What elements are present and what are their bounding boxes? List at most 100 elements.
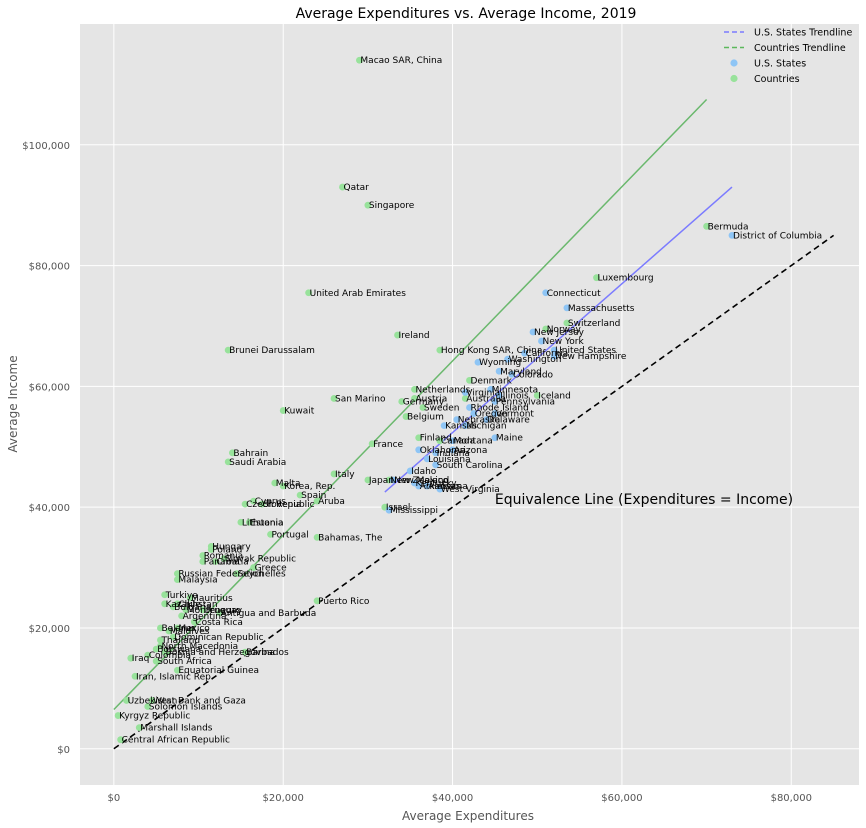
point-louisiana <box>423 455 431 463</box>
label-south-africa: South Africa <box>157 657 212 667</box>
legend-label: U.S. States Trendline <box>754 28 852 39</box>
y-tick-label: $40,000 <box>29 503 70 514</box>
point-california <box>521 349 528 357</box>
point-japan <box>364 476 372 484</box>
point-thailand <box>157 636 164 644</box>
label-south-carolina: South Carolina <box>437 461 503 471</box>
label-poland: Poland <box>212 545 242 555</box>
label-bosnia-and-herzegovina: Bosnia and Herzegovina <box>166 648 275 658</box>
label-singapore: Singapore <box>369 201 415 211</box>
legend-item-countries: Countries <box>730 74 800 85</box>
label-austria: Austria <box>415 394 447 404</box>
point-argentina <box>178 612 186 620</box>
label-maryland: Maryland <box>500 367 542 377</box>
point-botswana <box>152 645 160 653</box>
label-michigan: Michigan <box>466 422 506 432</box>
label-pennsylvania: Pennsylvania <box>496 397 555 407</box>
y-axis-label: Average Income <box>6 355 20 452</box>
label-italy: Italy <box>335 470 355 480</box>
label-minnesota: Minnesota <box>492 385 538 395</box>
point-austria <box>411 395 418 402</box>
chart-title: Average Expenditures vs. Average Income,… <box>296 6 637 22</box>
point-alabama <box>423 482 431 490</box>
label-estonia: Estonia <box>250 518 283 528</box>
label-san-marino: San Marino <box>335 394 386 404</box>
label-argentina: Argentina <box>183 612 227 622</box>
point-greece <box>250 564 257 571</box>
point-montana <box>449 437 456 445</box>
label-arkansas: Arkansas <box>420 482 461 492</box>
label-mexico: Mexico <box>178 624 210 634</box>
point-maine <box>491 434 499 442</box>
label-virginia: Virginia <box>466 388 500 398</box>
label-panama: Panama <box>204 558 240 568</box>
label-north-macedonia: North Macedonia <box>161 642 238 652</box>
point-iran-islamic-rep <box>131 672 139 680</box>
label-russian-federation: Russian Federation <box>178 570 263 580</box>
label-alabama: Alabama <box>428 482 468 492</box>
point-west-bank-and-gaza <box>148 697 156 704</box>
label-iran-islamic-rep: Iran, Islamic Rep. <box>136 672 214 682</box>
legend-item-u-s-states-trendline: U.S. States Trendline <box>724 28 852 39</box>
point-uzbekistan <box>123 697 130 704</box>
label-hungary: Hungary <box>212 542 251 552</box>
label-finland: Finland <box>420 434 452 444</box>
label-bulgaria: Bulgaria <box>174 603 211 613</box>
label-new-jersey: New Jersey <box>534 328 585 338</box>
legend-label: U.S. States <box>754 59 806 70</box>
label-new-zealand: New Zealand <box>390 476 449 486</box>
label-indiana: Indiana <box>437 449 470 459</box>
label-illinois: Illinois <box>500 391 529 401</box>
point-bahamas-the <box>313 533 321 541</box>
point-qatar <box>339 183 346 191</box>
point-solomon-islands <box>144 703 152 710</box>
point-virginia <box>461 389 469 396</box>
point-pennsylvania <box>491 398 499 405</box>
point-uruguay <box>199 606 207 614</box>
point-panama <box>199 558 207 565</box>
point-cyprus <box>250 497 257 505</box>
label-connecticut: Connecticut <box>547 289 601 299</box>
point-hong-kong-sar-china <box>436 346 444 354</box>
label-maine: Maine <box>496 434 523 444</box>
point-nebraska <box>453 416 461 423</box>
label-costa-rica: Costa Rica <box>195 618 243 628</box>
point-czech-republic <box>241 500 249 508</box>
point-estonia <box>245 518 253 526</box>
label-united-states: United States <box>555 346 616 356</box>
label-oklahoma: Oklahoma <box>420 446 466 456</box>
point-illinois <box>495 392 503 399</box>
label-nebraska: Nebraska <box>458 416 500 426</box>
equivalence-line <box>113 234 835 750</box>
label-new-hampshire: New Hampshire <box>555 352 627 362</box>
point-indiana <box>432 449 440 457</box>
point-netherlands <box>411 386 418 393</box>
y-tick-label: $20,000 <box>29 624 70 635</box>
label-luxembourg: Luxembourg <box>598 274 654 284</box>
point-colorado <box>508 370 516 378</box>
point-malta <box>271 479 279 487</box>
point-bahrain <box>229 449 236 457</box>
label-aruba: Aruba <box>318 497 345 507</box>
label-antigua-and-barbuda: Antigua and Barbuda <box>221 609 317 619</box>
point-macao-sar-china <box>356 56 363 64</box>
point-russian-federation <box>173 570 181 578</box>
point-iraq <box>127 654 135 662</box>
point-mauritius <box>186 594 194 602</box>
point-kazakhstan <box>161 600 169 608</box>
label-japan: Japan <box>368 476 394 486</box>
label-new-mexico: New Mexico <box>394 476 448 486</box>
label-mauritius: Mauritius <box>191 594 233 604</box>
point-marshall-islands <box>135 724 143 732</box>
label-idaho: Idaho <box>411 467 437 477</box>
point-finland <box>415 434 423 442</box>
label-rhode-island: Rhode Island <box>471 404 529 414</box>
label-cyprus: Cyprus <box>255 497 287 507</box>
label-spain: Spain <box>301 491 326 501</box>
label-bahamas-the: Bahamas, The <box>318 533 383 543</box>
legend-marker-swatch <box>730 74 738 83</box>
label-massachusetts: Massachusetts <box>568 304 635 314</box>
countries-trendline-line <box>113 98 708 711</box>
label-mississippi: Mississippi <box>390 506 438 516</box>
point-lithuania <box>237 518 245 526</box>
